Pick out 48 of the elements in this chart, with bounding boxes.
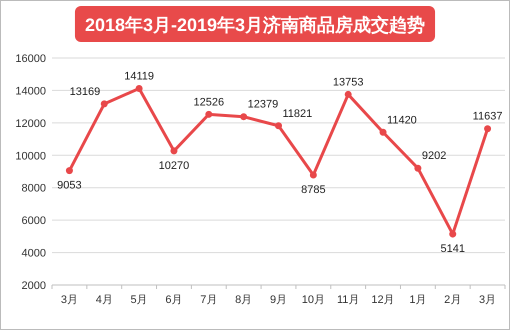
data-label: 11420 bbox=[387, 114, 417, 126]
x-tick-label: 3月 bbox=[479, 294, 496, 306]
point bbox=[66, 167, 73, 174]
data-label: 13169 bbox=[70, 86, 100, 98]
y-tick-label: 10000 bbox=[15, 150, 46, 162]
data-label: 12526 bbox=[194, 96, 224, 108]
x-tick-label: 1月 bbox=[409, 294, 426, 306]
data-label: 12379 bbox=[248, 98, 278, 111]
x-tick-label: 4月 bbox=[96, 294, 113, 306]
chart-title: 2018年3月-2019年3月济南商品房成交趋势 bbox=[84, 15, 426, 35]
data-label: 13753 bbox=[332, 76, 364, 88]
point bbox=[310, 171, 317, 178]
data-label: 8785 bbox=[301, 184, 326, 196]
y-tick-label: 4000 bbox=[22, 248, 46, 260]
point bbox=[205, 110, 212, 118]
data-label: 14119 bbox=[124, 70, 154, 82]
x-tick-label: 8月 bbox=[235, 294, 252, 306]
point bbox=[240, 113, 248, 120]
point bbox=[136, 85, 143, 92]
y-tick-label: 8000 bbox=[22, 182, 46, 195]
x-tick-label: 7月 bbox=[200, 294, 218, 306]
x-tick-label: 3月 bbox=[60, 294, 78, 306]
x-tick-label: 10月 bbox=[302, 294, 325, 306]
point bbox=[380, 128, 387, 136]
y-tick-label: 16000 bbox=[15, 53, 46, 65]
data-label: 11821 bbox=[282, 108, 312, 120]
y-tick-label: 12000 bbox=[15, 118, 46, 130]
y-tick-label: 14000 bbox=[15, 85, 46, 98]
point bbox=[484, 125, 492, 132]
y-tick-label: 6000 bbox=[22, 215, 46, 228]
x-tick-label: 6月 bbox=[165, 294, 183, 306]
data-label: 9053 bbox=[57, 180, 82, 192]
data-label: 5141 bbox=[440, 243, 465, 256]
x-tick-label: 12月 bbox=[371, 294, 395, 306]
y-tick-label: 2000 bbox=[22, 280, 46, 292]
point bbox=[449, 230, 456, 238]
point bbox=[275, 122, 282, 130]
x-tick-label: 9月 bbox=[270, 294, 288, 306]
data-label: 11637 bbox=[472, 110, 502, 123]
x-tick-label: 2月 bbox=[444, 294, 462, 306]
point bbox=[100, 100, 108, 108]
point bbox=[344, 90, 352, 98]
point bbox=[170, 147, 178, 154]
x-tick-label: 5月 bbox=[130, 294, 148, 306]
point bbox=[414, 164, 422, 172]
data-label: 10270 bbox=[158, 160, 190, 172]
data-label: 9202 bbox=[422, 150, 446, 162]
x-tick-label: 11月 bbox=[336, 294, 360, 306]
